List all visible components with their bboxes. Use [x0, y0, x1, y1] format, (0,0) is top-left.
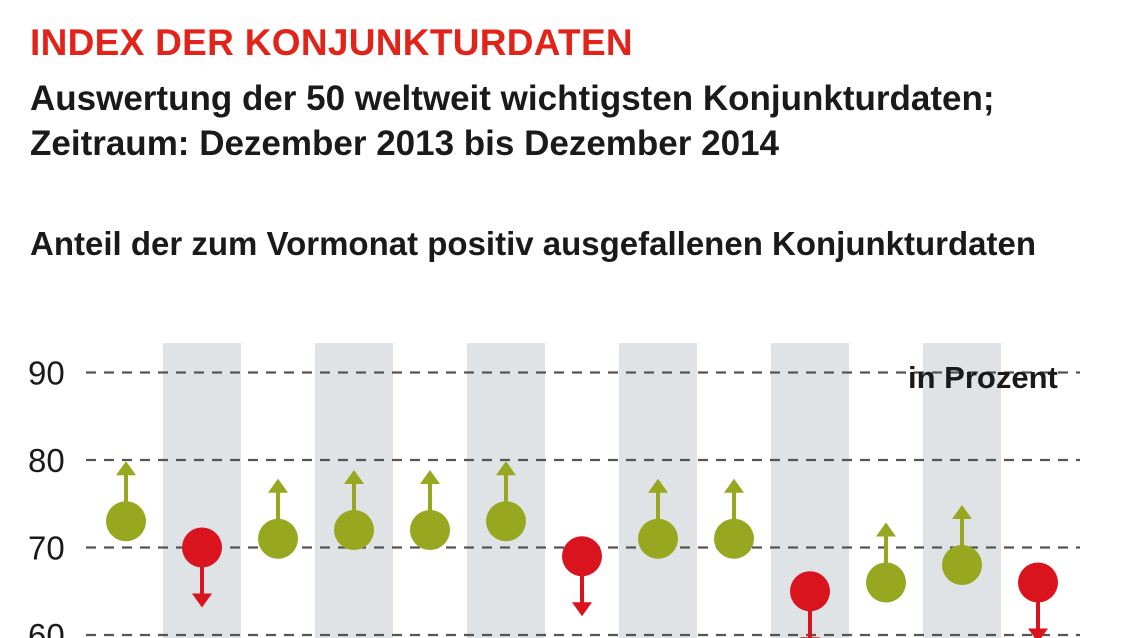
arrow-up-icon [724, 478, 744, 493]
arrow-down-icon [572, 602, 592, 617]
arrow-down-icon [192, 593, 212, 608]
data-point [942, 545, 982, 585]
arrow-up-icon [648, 478, 668, 493]
arrow-up-icon [496, 461, 516, 476]
chart-subtitle: Auswertung der 50 weltweit wichtigsten K… [30, 76, 995, 166]
data-point [334, 510, 374, 550]
arrow-up-icon [344, 470, 364, 484]
unit-label: in Prozent [908, 360, 1058, 395]
chart-title: INDEX DER KONJUNKTURDATEN [30, 22, 633, 63]
data-point [1018, 562, 1058, 603]
data-point [486, 501, 526, 542]
arrow-up-icon [116, 461, 136, 476]
subtitle-line-1: Auswertung der 50 weltweit wichtigsten K… [30, 79, 995, 118]
data-point [714, 518, 754, 559]
y-tick-label: 80 [28, 442, 65, 479]
data-point [106, 501, 146, 542]
arrow-down-icon [1028, 628, 1048, 638]
y-tick-label: 90 [28, 355, 65, 392]
data-point [562, 536, 602, 577]
data-point [638, 518, 678, 559]
y-tick-label: 60 [28, 617, 65, 638]
subtitle-line-2: Zeitraum: Dezember 2013 bis Dezember 201… [30, 124, 779, 163]
arrow-up-icon [876, 522, 896, 537]
data-point [258, 518, 298, 559]
data-point [866, 562, 906, 603]
arrow-up-icon [420, 470, 440, 484]
data-point [790, 571, 830, 612]
chart-heading: Anteil der zum Vormonat positiv ausgefal… [30, 225, 1037, 262]
column-band [923, 343, 1001, 638]
data-point [182, 527, 222, 568]
y-tick-label: 70 [28, 530, 65, 567]
arrow-up-icon [268, 478, 288, 493]
arrow-up-icon [952, 505, 972, 519]
data-point [410, 510, 450, 550]
